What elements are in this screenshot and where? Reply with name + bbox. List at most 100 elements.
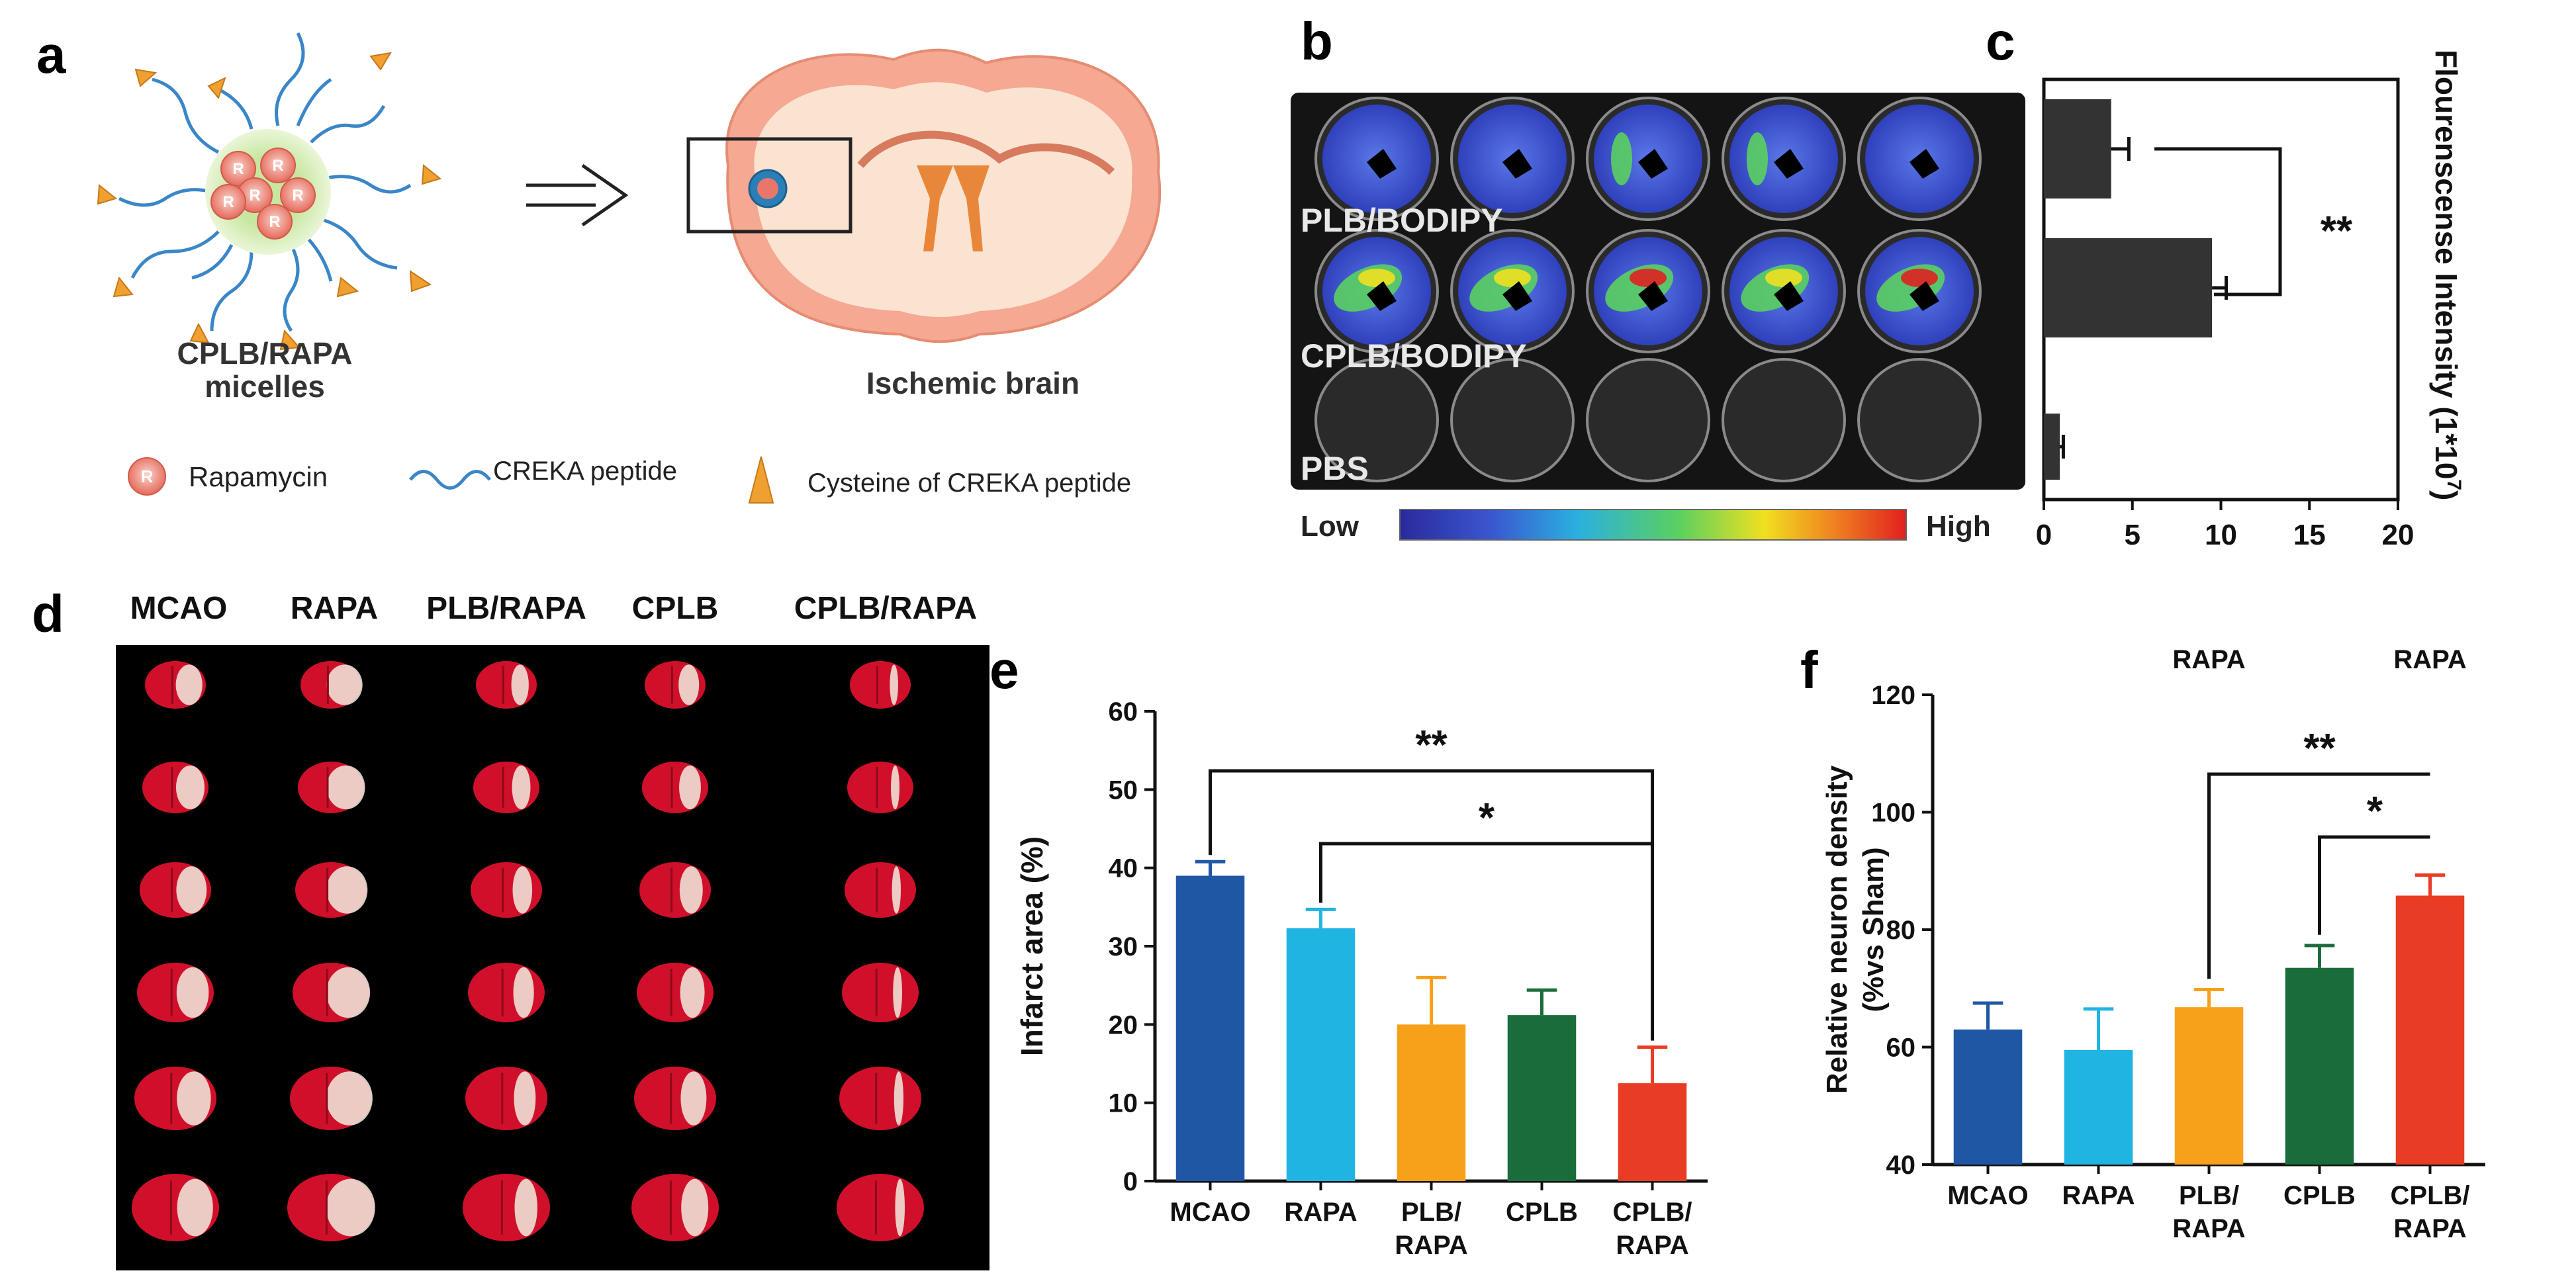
column-label-plb-rapa: PLB/RAPA [426, 591, 586, 626]
infarct-region [326, 967, 371, 1018]
well-tissue-gap [1774, 281, 1804, 311]
y-tick-label: 0 [1123, 1167, 1138, 1196]
brain-inner [754, 82, 1132, 318]
colorbar-low-label: Low [1301, 510, 1359, 543]
y-tick-label: 100 [1871, 799, 1915, 828]
well-rim [1857, 358, 1982, 482]
y-tick-label: 50 [1109, 775, 1138, 805]
well-peak [1765, 269, 1802, 287]
rapamycin-core: R R R R R R [210, 148, 316, 240]
wavy-line-icon [409, 470, 491, 490]
column-label-cplb-rapa: CPLB/RAPA [794, 591, 977, 626]
well-tissue-gap [1909, 149, 1939, 179]
infarct-region [512, 765, 531, 810]
infarct-region [890, 664, 898, 705]
hollow-arrow-icon [526, 163, 629, 227]
y-tick-label: 20 [1109, 1010, 1138, 1040]
micelle-diagram: R R R R R R CPLB/RAPA micelles [97, 32, 442, 404]
bar-plb-rapa [1397, 1024, 1466, 1181]
top-label: RAPA [2172, 645, 2245, 674]
well-peak [1630, 269, 1667, 287]
well-peak [1358, 269, 1395, 287]
x-tick-label: PLB/ [2179, 1181, 2239, 1210]
ischemic-brain: Ischemic brain [686, 48, 1162, 400]
bar-plb-bodipy [2044, 99, 2111, 199]
x-tick-label: CPLB/ [1613, 1198, 1692, 1227]
well-peak [1494, 269, 1531, 287]
rapamycin-bead-icon [128, 457, 166, 496]
infarct-region [326, 866, 368, 914]
well-row-labels: PLB/BODIPY CPLB/BODIPY PBS [1301, 202, 1527, 487]
y-axis-title: Infarct area (%) [1015, 836, 1049, 1056]
column-label-mcao: MCAO [130, 591, 228, 626]
intensity-colorbar [1399, 509, 1907, 541]
micelle-label-line1: CPLB/RAPA [177, 336, 353, 371]
significance-bracket [2318, 835, 2430, 935]
panel-d: d MCAO RAPA PLB/RAPA CPLB CPLB/RAPA [32, 584, 989, 1270]
row-label-pbs: PBS [1301, 450, 1369, 487]
infarct-region [177, 1178, 213, 1237]
well-tissue-gap [1502, 149, 1532, 179]
brain-slice [845, 862, 916, 918]
x-tick-label: 20 [2382, 519, 2415, 551]
brain-label: Ischemic brain [866, 366, 1080, 400]
core-glyph: R [232, 160, 244, 178]
photo-column-labels: MCAO RAPA PLB/RAPA CPLB CPLB/RAPA [130, 591, 978, 626]
brain-slice [847, 762, 913, 813]
infarct-region [513, 967, 534, 1018]
cysteine-cones [97, 52, 442, 351]
corpus-callosum [857, 130, 1115, 175]
zoom-box [686, 137, 852, 234]
y-tick-label: 120 [1871, 681, 1915, 710]
infarct-region [176, 866, 207, 914]
infarct-region [326, 1071, 373, 1126]
infarct-region [895, 1178, 905, 1237]
significance-label: * [1479, 795, 1495, 841]
x-tick-label: MCAO [1170, 1198, 1250, 1227]
infarct-region [511, 664, 529, 705]
x-tick-label: 10 [2205, 519, 2237, 551]
bar-rapa [1286, 928, 1356, 1181]
colorbar-high-label: High [1926, 510, 1991, 543]
infarct-region [176, 765, 205, 810]
x-tick-label: RAPA [1616, 1231, 1688, 1260]
x-tick-label: RAPA [1284, 1198, 1357, 1227]
significance-label: * [2367, 789, 2383, 834]
infarct-region [893, 967, 902, 1018]
x-tick-label: CPLB [1506, 1198, 1578, 1227]
x-tick-label: RAPA [2062, 1181, 2135, 1210]
brain-slice [837, 1174, 924, 1241]
x-tick-label: MCAO [1947, 1181, 2028, 1210]
well-hotspot [1747, 132, 1768, 185]
brain-slice-grid [132, 661, 924, 1241]
y-axis-title: Relative neuron density [1821, 765, 1853, 1094]
column-label-cplb: CPLB [632, 591, 719, 626]
core-glyph: R [249, 187, 260, 204]
significance-bracket [2154, 147, 2282, 296]
panel-a: a [36, 25, 1162, 504]
core-glyph: R [222, 193, 234, 211]
infarct-region [326, 765, 365, 810]
x-tick-label: RAPA [2172, 1214, 2245, 1243]
infarct-region [680, 1071, 707, 1126]
chart-c: ** 0 5 10 15 20 Flourenscense Intensity (1*107… [2036, 50, 2465, 551]
y-tick-label: 40 [1109, 854, 1138, 883]
core-glyph: R [269, 213, 280, 231]
bar-mcao [1175, 875, 1245, 1181]
panel-letter-c: c [1986, 12, 2015, 71]
brain-slice [842, 963, 919, 1022]
bar-cplb-rapa [2395, 895, 2465, 1165]
significance-bracket [1209, 769, 1654, 1041]
infarct-region [514, 1178, 537, 1237]
infarct-region [177, 1071, 211, 1126]
infarct-region [680, 967, 705, 1018]
well-tissue-gap [1502, 281, 1532, 311]
bar-cplb-rapa [1618, 1083, 1687, 1181]
panel-c: c ** 0 5 10 15 20 Flourenscense Intensity (1*1… [1986, 12, 2465, 551]
column-label-rapa: RAPA [291, 591, 378, 626]
x-axis-title: Flourenscense Intensity (1*107) [2429, 50, 2465, 500]
panel-b: b PLB/BODIPY CPLB/BODIPY PBS Low High [1291, 12, 2025, 543]
x-tick-label: 0 [2036, 519, 2052, 551]
panel-letter-b: b [1301, 12, 1333, 71]
top-label: RAPA [2393, 645, 2466, 674]
